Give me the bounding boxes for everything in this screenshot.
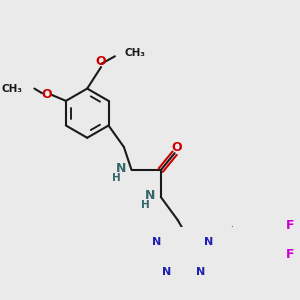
Text: H: H: [112, 173, 121, 183]
Text: N: N: [162, 267, 172, 277]
Text: N: N: [145, 189, 155, 202]
Text: O: O: [96, 55, 106, 68]
Text: O: O: [171, 140, 181, 154]
Text: CH₃: CH₃: [1, 84, 22, 94]
Text: N: N: [205, 237, 214, 247]
Text: H: H: [141, 200, 150, 210]
Text: O: O: [41, 88, 52, 101]
Text: F: F: [286, 219, 294, 232]
Text: N: N: [116, 162, 126, 175]
Text: N: N: [152, 237, 162, 247]
Text: N: N: [196, 267, 206, 277]
Text: CH₃: CH₃: [124, 48, 145, 58]
Text: F: F: [286, 248, 294, 261]
